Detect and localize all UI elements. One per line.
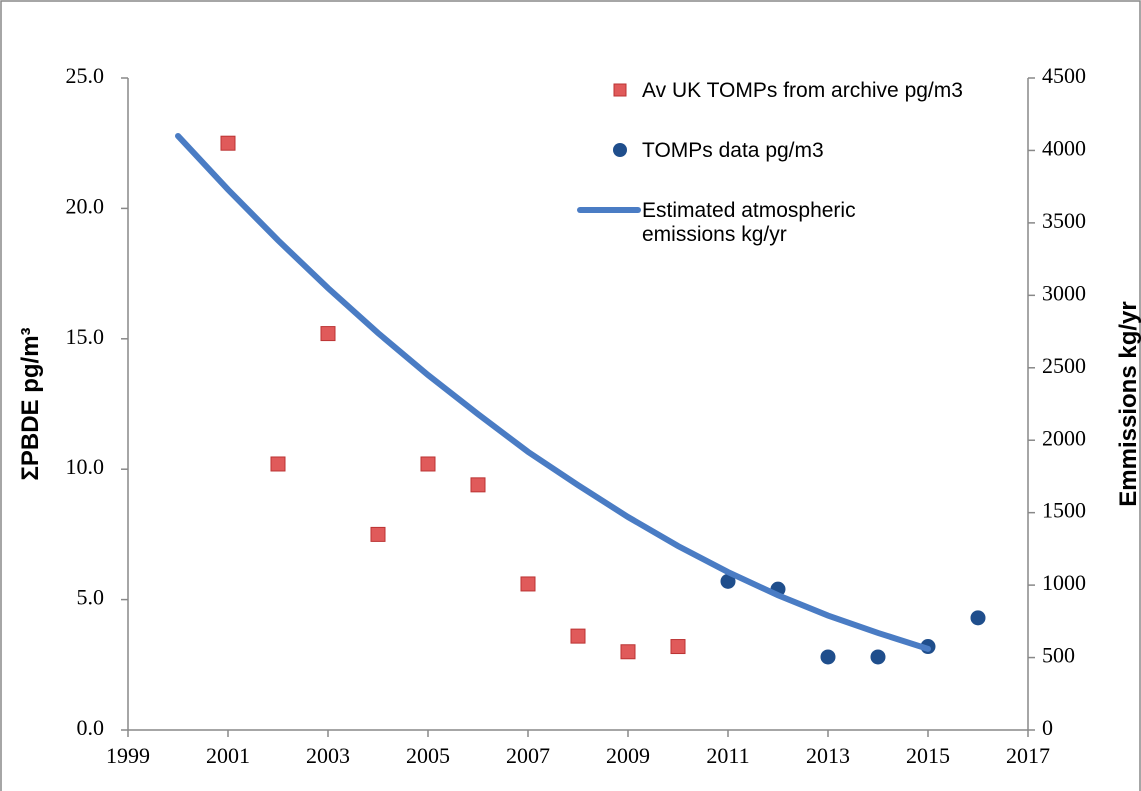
circle-marker bbox=[820, 649, 836, 665]
x-tick-label: 2009 bbox=[606, 743, 650, 768]
y2-tick-label: 4000 bbox=[1042, 135, 1086, 160]
x-tick-label: 2017 bbox=[1006, 743, 1050, 768]
square-marker bbox=[270, 456, 286, 472]
legend-swatch bbox=[613, 83, 627, 97]
y-tick-label: 5.0 bbox=[77, 585, 105, 610]
x-tick-label: 2013 bbox=[806, 743, 850, 768]
square-marker bbox=[670, 639, 686, 655]
circle-marker bbox=[720, 573, 736, 589]
y2-tick-label: 4500 bbox=[1042, 63, 1086, 88]
y-tick-label: 15.0 bbox=[66, 324, 105, 349]
legend-swatch bbox=[613, 143, 627, 157]
y2-tick-label: 3500 bbox=[1042, 208, 1086, 233]
x-tick-label: 2015 bbox=[906, 743, 950, 768]
circle-marker bbox=[870, 649, 886, 665]
y2-tick-label: 0 bbox=[1042, 715, 1053, 740]
legend-label: Estimated atmospheric emissions kg/yr bbox=[642, 199, 856, 246]
x-tick-label: 2001 bbox=[206, 743, 250, 768]
y2-tick-label: 1500 bbox=[1042, 498, 1086, 523]
legend-label: TOMPs data pg/m3 bbox=[642, 139, 824, 162]
y-axis-title: ΣPBDE pg/m³ bbox=[17, 327, 44, 480]
x-tick-label: 1999 bbox=[106, 743, 150, 768]
square-marker bbox=[570, 628, 586, 644]
x-tick-label: 2011 bbox=[706, 743, 749, 768]
square-marker bbox=[470, 477, 486, 493]
x-tick-label: 2003 bbox=[306, 743, 350, 768]
circle-marker bbox=[970, 610, 986, 626]
y-tick-label: 0.0 bbox=[77, 715, 105, 740]
y2-tick-label: 500 bbox=[1042, 643, 1075, 668]
y2-tick-label: 2500 bbox=[1042, 353, 1086, 378]
square-marker bbox=[370, 526, 386, 542]
square-marker bbox=[620, 644, 636, 660]
y2-tick-label: 2000 bbox=[1042, 425, 1086, 450]
y2-axis-title: Emmissions kg/yr bbox=[1115, 301, 1141, 506]
y-tick-label: 10.0 bbox=[66, 454, 105, 479]
square-marker bbox=[320, 326, 336, 342]
square-marker bbox=[520, 576, 536, 592]
y-tick-label: 25.0 bbox=[66, 63, 105, 88]
y-tick-label: 20.0 bbox=[66, 193, 105, 218]
x-tick-label: 2007 bbox=[506, 743, 550, 768]
square-marker bbox=[220, 135, 236, 151]
y2-tick-label: 1000 bbox=[1042, 570, 1086, 595]
x-tick-label: 2005 bbox=[406, 743, 450, 768]
y2-tick-label: 3000 bbox=[1042, 280, 1086, 305]
square-marker bbox=[420, 456, 436, 472]
legend-label: Av UK TOMPs from archive pg/m3 bbox=[642, 79, 963, 102]
emissions-line bbox=[175, 132, 931, 652]
